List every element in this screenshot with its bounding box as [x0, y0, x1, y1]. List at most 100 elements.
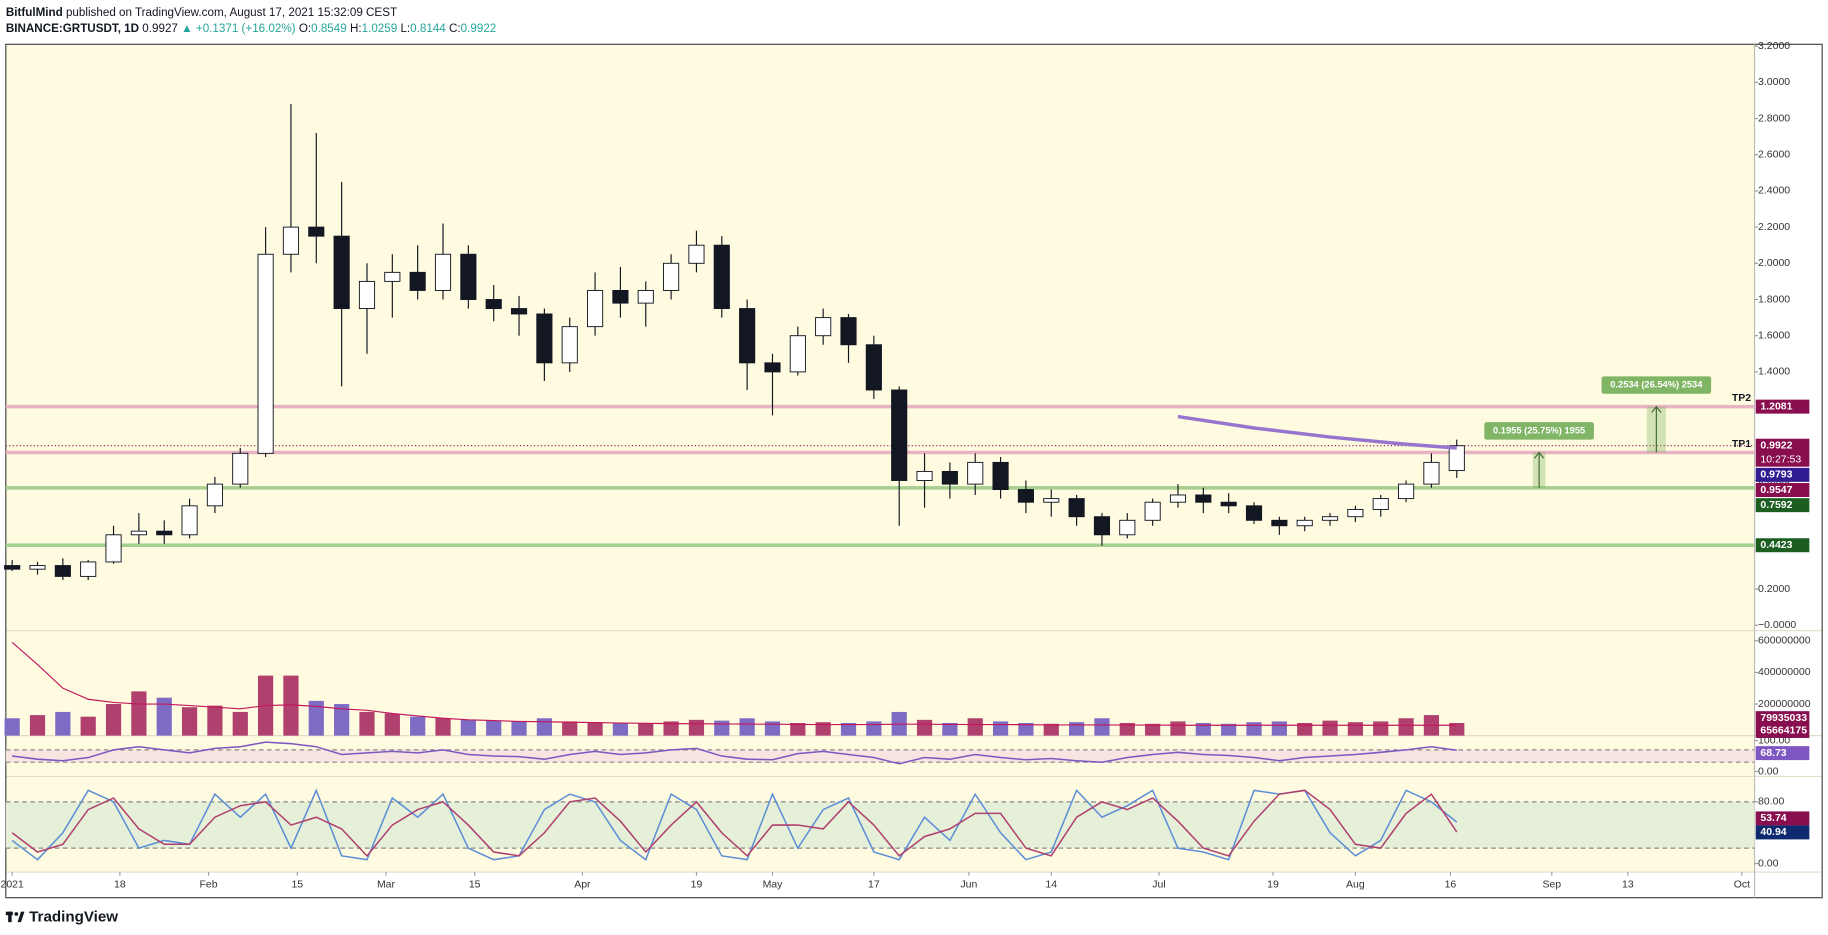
x-tick-label: 18 — [114, 880, 126, 891]
volume-bar — [4, 718, 20, 736]
volume-bar — [1373, 721, 1389, 736]
volume-bar — [942, 722, 958, 736]
symbol: BINANCE:GRTUSDT, 1D — [6, 22, 139, 35]
candle-body — [4, 565, 21, 570]
x-tick-label: May — [763, 880, 784, 891]
candle-body — [587, 289, 604, 328]
x-tick-label: Mar — [377, 880, 396, 891]
x-tick-label: Feb — [200, 880, 218, 891]
published: published on TradingView.com, August 17,… — [66, 6, 397, 19]
volume-bar — [1271, 721, 1287, 736]
ohlc-value: 0.8144 — [410, 22, 446, 35]
y-tick-label: 1.4000 — [1758, 367, 1790, 378]
volume-bar — [29, 715, 46, 736]
volume-bar — [1195, 722, 1211, 736]
volume-bar — [1069, 722, 1085, 736]
volume-bar — [410, 716, 426, 736]
y-tick-label: 1.8000 — [1758, 294, 1790, 305]
candle-body — [333, 235, 350, 310]
volume-bar — [384, 713, 400, 736]
x-tick-label: 13 — [1622, 880, 1634, 891]
candle-body — [1398, 483, 1415, 500]
level-line — [5, 404, 1755, 409]
volume-bar — [1043, 723, 1059, 736]
countdown: 10:27:53 — [1760, 454, 1801, 465]
indicator-label: 65664175 — [1760, 726, 1807, 737]
x-tick-label: Apr — [574, 880, 591, 891]
candle-body — [206, 483, 223, 507]
price-label: 1.2081 — [1760, 401, 1792, 412]
y-tick-label: 2.8000 — [1758, 113, 1790, 124]
y-tick-label: 1.6000 — [1758, 330, 1790, 341]
x-tick-label: 2021 — [1, 880, 24, 891]
volume-bar — [714, 720, 730, 736]
candle-body — [1271, 519, 1288, 527]
x-tick-label: Aug — [1346, 880, 1365, 891]
measure-arrow — [1651, 405, 1662, 453]
stoch-d — [11, 789, 1458, 857]
candle-body — [1068, 498, 1085, 518]
candle-body — [1195, 494, 1212, 503]
ohlc-value: 0.8549 — [311, 22, 347, 35]
volume-bar — [207, 705, 223, 736]
x-tick-label: Jul — [1152, 880, 1165, 891]
candle-body — [130, 530, 147, 536]
ohlc-label: C: — [449, 22, 461, 35]
volume-bar — [1221, 723, 1237, 736]
volume-bar — [334, 704, 350, 736]
change: ▲ +0.1371 (+16.02%) — [181, 22, 296, 35]
y-tick-label: 0.00 — [1758, 766, 1779, 777]
price-label-box — [1755, 399, 1810, 414]
volume-bar — [156, 697, 172, 736]
volume-bar — [1297, 722, 1313, 736]
candle-body — [967, 461, 984, 485]
volume-bar — [840, 722, 857, 736]
moving-average — [1177, 414, 1457, 450]
plot-background — [5, 44, 1755, 873]
volume-ma — [11, 641, 1457, 726]
volume-bar — [916, 719, 933, 736]
indicator-band — [5, 801, 1755, 849]
brand: TradingView — [29, 909, 118, 926]
ohlc-value: 0.9922 — [461, 22, 497, 35]
author: BitfulMind — [6, 6, 63, 19]
candle-body — [1423, 461, 1440, 485]
candle-body — [1043, 498, 1060, 503]
volume-bar — [1449, 723, 1465, 736]
price-label-box — [1755, 538, 1810, 553]
candle-body — [257, 253, 274, 454]
volume-bar — [55, 711, 71, 736]
x-tick-label: 15 — [469, 880, 481, 891]
measure-label-box — [1484, 422, 1594, 440]
candle-body — [384, 271, 401, 282]
volume-bar — [1170, 721, 1186, 736]
ohlc-label: H: — [350, 22, 362, 35]
x-tick-label: 17 — [868, 880, 880, 891]
indicator-label-box — [1755, 825, 1810, 840]
candle-body — [1296, 519, 1313, 527]
candle-body — [1220, 501, 1237, 507]
candle-body — [536, 313, 553, 364]
y-tick-label: 200000000 — [1758, 699, 1811, 710]
candle-body — [1448, 445, 1465, 472]
y-tick-label: 80.00 — [1758, 797, 1784, 808]
price-label: 0.9547 — [1760, 485, 1792, 496]
x-tick-label: 15 — [291, 880, 303, 891]
price-label-box — [1755, 483, 1810, 498]
indicator-label-box — [1755, 723, 1810, 738]
volume-bar — [359, 711, 375, 736]
volume-bar — [511, 721, 527, 736]
volume-bar — [1322, 720, 1338, 736]
volume-bar — [992, 721, 1009, 736]
candle-body — [1119, 519, 1136, 536]
ohlc-label: O: — [299, 22, 311, 35]
volume-bar — [562, 721, 578, 736]
frame — [5, 43, 1823, 899]
candle-body — [637, 289, 654, 304]
candle-body — [282, 226, 300, 255]
x-tick-label: 14 — [1045, 880, 1057, 891]
volume-bar — [739, 718, 755, 736]
volume-bar — [80, 716, 96, 736]
measure-arrow — [1534, 451, 1545, 488]
